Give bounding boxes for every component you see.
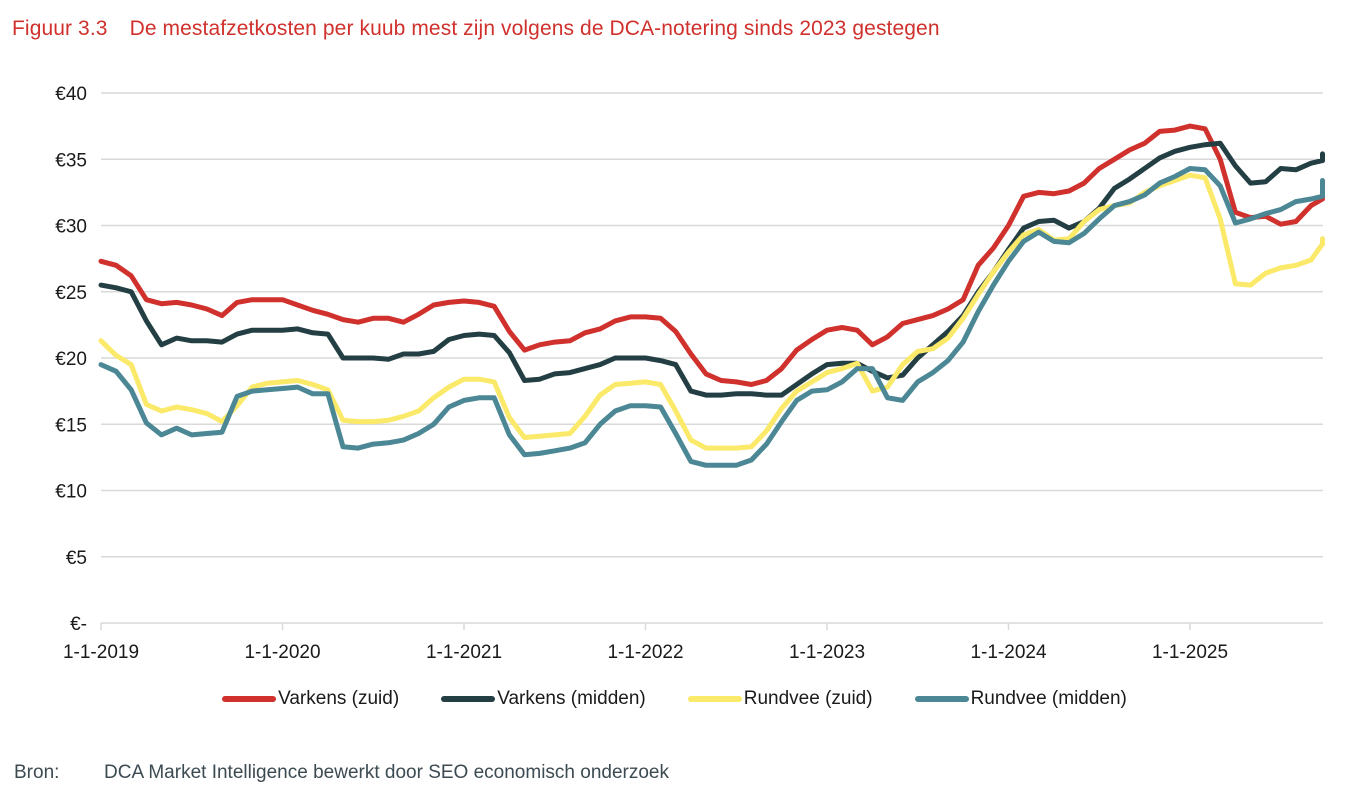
x-tick-label: 1-1-2021	[426, 642, 502, 663]
figure-title: Figuur 3.3 De mestafzetkosten per kuub me…	[12, 17, 940, 41]
legend-label: Rundvee (midden)	[970, 688, 1127, 709]
legend-item: Varkens (zuid)	[222, 688, 399, 710]
y-tick-label: €25	[55, 283, 87, 304]
y-tick-label: €15	[55, 415, 87, 436]
x-tick-label: 1-1-2022	[607, 642, 683, 663]
y-axis: €- €5 €10 €15 €20 €25 €30 €35 €40	[55, 84, 87, 635]
legend-swatch	[914, 696, 969, 702]
gridlines	[101, 92, 1323, 624]
x-tick-label: 1-1-2020	[244, 642, 320, 663]
y-tick-label: €40	[55, 84, 87, 105]
legend-swatch	[441, 696, 496, 702]
x-tick-label: 1-1-2024	[970, 642, 1046, 663]
x-tick-label: 1-1-2025	[1152, 642, 1228, 663]
legend-swatch	[222, 696, 277, 702]
legend-item: Varkens (midden)	[441, 688, 646, 710]
y-tick-label: €5	[66, 548, 87, 569]
series-lines	[98, 123, 1325, 468]
y-tick-label: €30	[55, 217, 87, 238]
y-tick-label: €20	[55, 349, 87, 370]
legend-item: Rundvee (zuid)	[687, 688, 873, 710]
line-chart: €-€5€10€15€20€25€30€35€40 1-1-2019 1-1-20…	[55, 84, 1325, 663]
source-note: Bron: DCA Market Intelligence bewerkt doo…	[14, 762, 669, 784]
figure-number: Figuur 3.3	[12, 17, 108, 40]
legend: Varkens (zuid) Varkens (midden) Rundvee (z…	[0, 688, 1347, 710]
x-tick-label: 1-1-2023	[789, 642, 865, 663]
legend-label: Rundvee (zuid)	[743, 688, 873, 709]
legend-label: Varkens (midden)	[497, 688, 646, 709]
x-tick-label: 1-1-2019	[63, 642, 139, 663]
source-label: Bron:	[14, 762, 60, 783]
y-tick-label: €10	[55, 482, 87, 503]
series-line-rundvee-zuid	[98, 172, 1325, 451]
legend-item: Rundvee (midden)	[914, 688, 1127, 710]
legend-swatch	[687, 696, 742, 702]
series-line-varkens-zuid	[98, 123, 1325, 387]
figure-title-text: De mestafzetkosten per kuub mest zijn vo…	[129, 17, 940, 40]
y-tick-label: €-	[70, 614, 87, 635]
source-text: DCA Market Intelligence bewerkt door SEO…	[104, 762, 669, 783]
legend-label: Varkens (zuid)	[278, 688, 400, 709]
series-line-varkens-midden	[98, 140, 1325, 398]
series-line-rundvee-midden	[98, 166, 1325, 468]
y-tick-label: €35	[55, 150, 87, 171]
x-axis: 1-1-2019 1-1-2020 1-1-2021 1-1-2022 1-1-2023…	[63, 623, 1228, 663]
